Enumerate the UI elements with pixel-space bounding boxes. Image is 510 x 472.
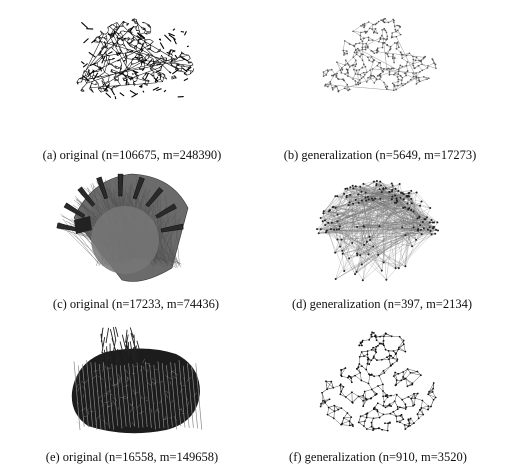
panel-a-caption: (a) original (n=106675, m=248390)	[42, 148, 222, 162]
panel-b-graph-drawing	[322, 17, 437, 93]
panel-a	[60, 8, 210, 118]
panel-b	[305, 8, 455, 118]
panel-e-graph-drawing	[71, 326, 203, 434]
panel-d-caption: (d) generalization (n=397, m=2134)	[291, 297, 473, 311]
panel-b-caption: (b) generalization (n=5649, m=17273)	[283, 148, 477, 162]
panel-c-caption: (c) original (n=17233, m=74436)	[52, 297, 220, 311]
panel-c-graph-drawing	[56, 173, 189, 282]
panel-e-caption: (e) original (n=16558, m=149658)	[45, 450, 219, 464]
panel-f-caption: (f) generalization (n=910, m=3520)	[289, 450, 467, 464]
panel-f-graph-drawing	[319, 331, 437, 432]
panel-e	[66, 322, 206, 440]
panel-d	[312, 166, 447, 288]
panel-a-graph-drawing	[76, 18, 195, 100]
panel-d-graph-drawing	[316, 179, 439, 282]
panel-c	[56, 168, 202, 288]
panel-f	[314, 322, 444, 440]
